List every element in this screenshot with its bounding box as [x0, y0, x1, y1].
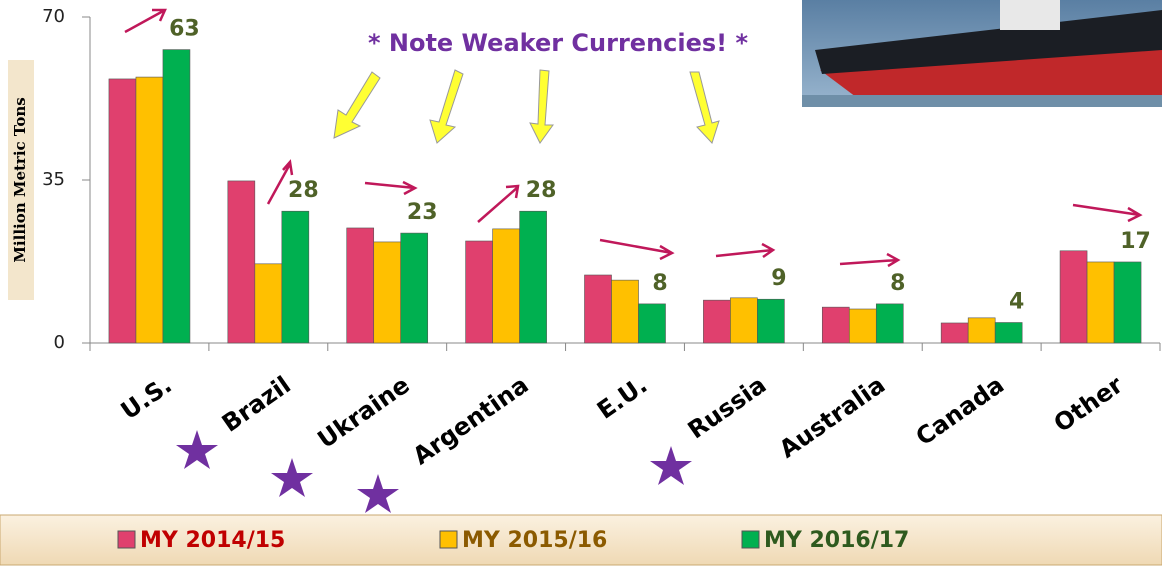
annotation: * Note Weaker Currencies! * [368, 29, 749, 57]
legend-label: MY 2015/16 [462, 528, 607, 553]
y-tick-label: 70 [42, 6, 65, 27]
bar [108, 78, 137, 344]
x-tick-label: U.S. [116, 371, 177, 425]
x-tick-label: Other [1049, 371, 1128, 438]
bar [994, 322, 1023, 344]
value-label: 4 [1009, 290, 1024, 315]
value-label: 23 [407, 200, 438, 225]
legend-swatch [741, 530, 760, 549]
bar [519, 210, 547, 344]
value-label: 63 [169, 17, 200, 42]
legend-band [0, 514, 1162, 566]
bar [584, 274, 612, 344]
x-tick-label: E.U. [592, 371, 652, 425]
legend-label: MY 2014/15 [140, 528, 285, 553]
value-label: 8 [890, 271, 905, 296]
x-tick-label: Canada [911, 371, 1009, 452]
stars [176, 430, 692, 513]
ship-photo [802, 0, 1162, 107]
legend-swatch [117, 530, 136, 549]
bar [848, 308, 877, 344]
bar [821, 306, 850, 344]
bar [638, 303, 666, 344]
x-tick-label: Russia [683, 371, 772, 445]
arrows [333, 69, 720, 144]
trend-arrows [124, 8, 1143, 268]
bar [135, 76, 164, 344]
bar [373, 241, 402, 344]
bar [611, 279, 639, 344]
bar [1113, 261, 1142, 344]
x-tick-label: Argentina [408, 371, 534, 471]
value-label: 28 [288, 178, 319, 203]
bar [346, 227, 375, 344]
y-axis-label: Million Metric Tons [11, 97, 29, 262]
y-axis-label-box [8, 60, 34, 300]
legend-swatch [439, 530, 458, 549]
bar [703, 299, 731, 344]
y-tick-label: 35 [42, 169, 65, 190]
value-label: 28 [526, 178, 557, 203]
bar [730, 297, 758, 344]
bar [227, 180, 256, 344]
x-tick-label: Australia [774, 371, 890, 464]
bar [400, 232, 429, 344]
bar [967, 317, 996, 344]
bar [1086, 261, 1115, 344]
bar [281, 210, 310, 344]
x-tick-label: Brazil [217, 371, 296, 438]
value-label: 8 [652, 271, 667, 296]
value-label: 17 [1120, 229, 1151, 254]
bar [940, 322, 969, 344]
bar [875, 303, 904, 344]
x-tick-label: Ukraine [313, 371, 415, 454]
legend-label: MY 2016/17 [764, 528, 909, 553]
y-tick-label: 0 [54, 332, 65, 353]
value-label: 9 [771, 266, 786, 291]
bar [254, 263, 283, 344]
bar [757, 298, 785, 344]
bar [492, 228, 520, 344]
bar [465, 240, 493, 344]
bar [1059, 250, 1088, 344]
bar [162, 49, 191, 344]
